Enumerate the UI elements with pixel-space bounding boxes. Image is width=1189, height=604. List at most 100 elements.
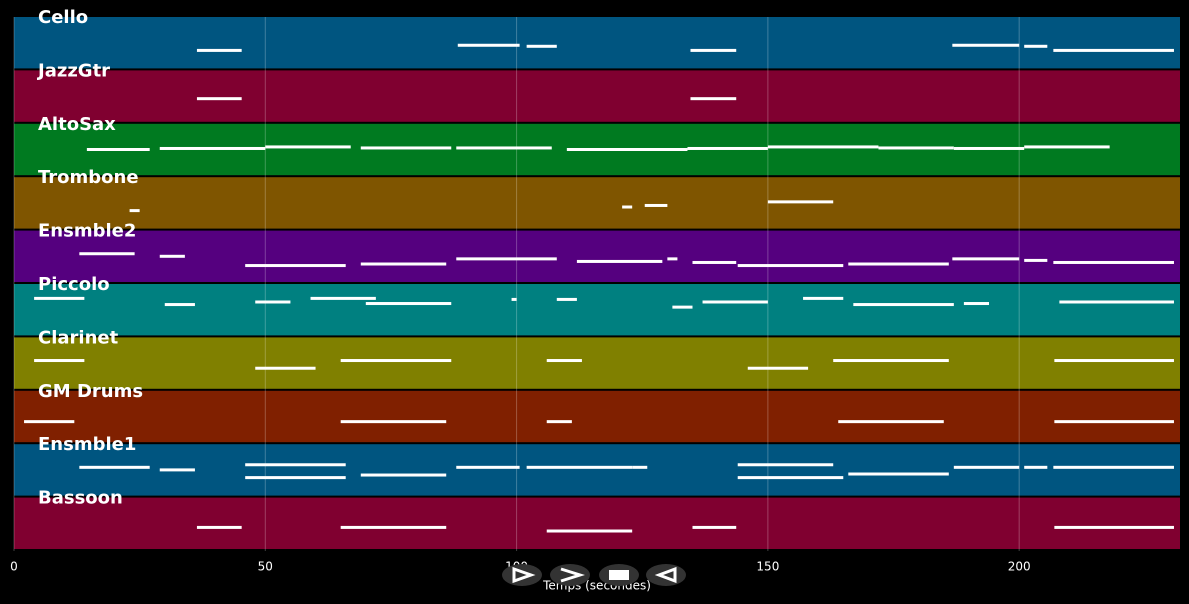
note	[853, 303, 954, 307]
note	[310, 296, 376, 300]
x-tick-label: 0	[10, 560, 18, 574]
note	[196, 97, 242, 101]
note	[360, 146, 452, 150]
grid	[13, 17, 1020, 551]
note	[644, 203, 668, 207]
note	[848, 262, 949, 266]
note	[690, 48, 737, 52]
note	[340, 359, 452, 363]
lane	[14, 444, 1180, 496]
note	[692, 525, 737, 529]
note	[1024, 145, 1110, 149]
note	[1024, 44, 1048, 48]
note	[622, 205, 633, 209]
note	[456, 257, 557, 261]
stop-button[interactable]	[599, 564, 639, 586]
note	[556, 297, 577, 301]
note	[1054, 359, 1174, 363]
note	[196, 48, 242, 52]
note	[767, 200, 834, 204]
note	[878, 146, 954, 150]
play-button[interactable]	[502, 564, 542, 586]
note	[566, 148, 688, 151]
note	[456, 465, 520, 469]
note	[667, 257, 678, 261]
labels: Cello JazzGtr AltoSax Trombone Ensmble2 Picco…	[10, 7, 1030, 574]
track-name: Bassoon	[38, 488, 123, 509]
note	[34, 296, 85, 300]
track-name: Cello	[38, 7, 88, 28]
x-tick-label: 150	[756, 560, 779, 574]
note	[24, 420, 75, 424]
note	[833, 359, 949, 363]
note	[767, 145, 879, 149]
note	[953, 465, 1020, 469]
note	[129, 209, 140, 213]
forward-button[interactable]	[550, 564, 590, 586]
lanes	[14, 17, 1180, 549]
note	[737, 264, 844, 268]
note	[360, 473, 447, 477]
note	[963, 302, 990, 306]
lane	[14, 177, 1180, 229]
lane	[14, 70, 1180, 122]
notes	[24, 43, 1174, 533]
note	[86, 148, 150, 151]
note	[747, 366, 809, 370]
note	[690, 97, 737, 101]
note	[1059, 300, 1174, 304]
lane	[14, 497, 1180, 549]
lane	[14, 337, 1180, 389]
note	[340, 420, 447, 424]
lane	[14, 284, 1180, 336]
note	[265, 145, 351, 149]
note	[1053, 465, 1174, 469]
note	[632, 465, 648, 469]
note	[953, 146, 1025, 150]
track-name: Clarinet	[38, 327, 119, 348]
note	[457, 43, 520, 47]
note	[526, 465, 633, 469]
track-name: Ensmble1	[38, 434, 136, 455]
note	[1053, 48, 1174, 52]
lane	[14, 390, 1180, 443]
track-name: Trombone	[38, 167, 139, 188]
note	[952, 43, 1020, 47]
note	[159, 468, 195, 472]
note	[1053, 260, 1174, 264]
note	[546, 420, 572, 424]
note	[196, 525, 242, 529]
note	[255, 300, 291, 304]
note	[576, 259, 663, 263]
rewind-button[interactable]	[646, 564, 686, 586]
note	[245, 463, 346, 467]
track-name: GM Drums	[38, 381, 143, 402]
note	[340, 525, 447, 529]
note	[245, 264, 346, 268]
note	[365, 302, 452, 306]
track-name: JazzGtr	[36, 60, 110, 81]
track-name: Piccolo	[38, 274, 110, 295]
note	[737, 476, 844, 480]
note	[702, 300, 768, 304]
note	[672, 305, 693, 309]
note	[255, 366, 316, 370]
lane	[14, 17, 1180, 69]
note	[159, 254, 185, 258]
note	[803, 296, 844, 300]
note	[687, 146, 768, 150]
track-name: AltoSax	[38, 114, 116, 135]
note	[79, 465, 150, 469]
note	[838, 420, 944, 424]
x-tick-label: 50	[258, 560, 273, 574]
note	[526, 44, 557, 48]
track-name: Ensmble2	[38, 221, 136, 242]
note	[546, 359, 582, 363]
note	[1054, 420, 1174, 424]
note	[79, 252, 135, 256]
note	[1024, 465, 1048, 469]
note	[164, 303, 195, 307]
note	[546, 529, 633, 533]
note	[848, 472, 949, 476]
